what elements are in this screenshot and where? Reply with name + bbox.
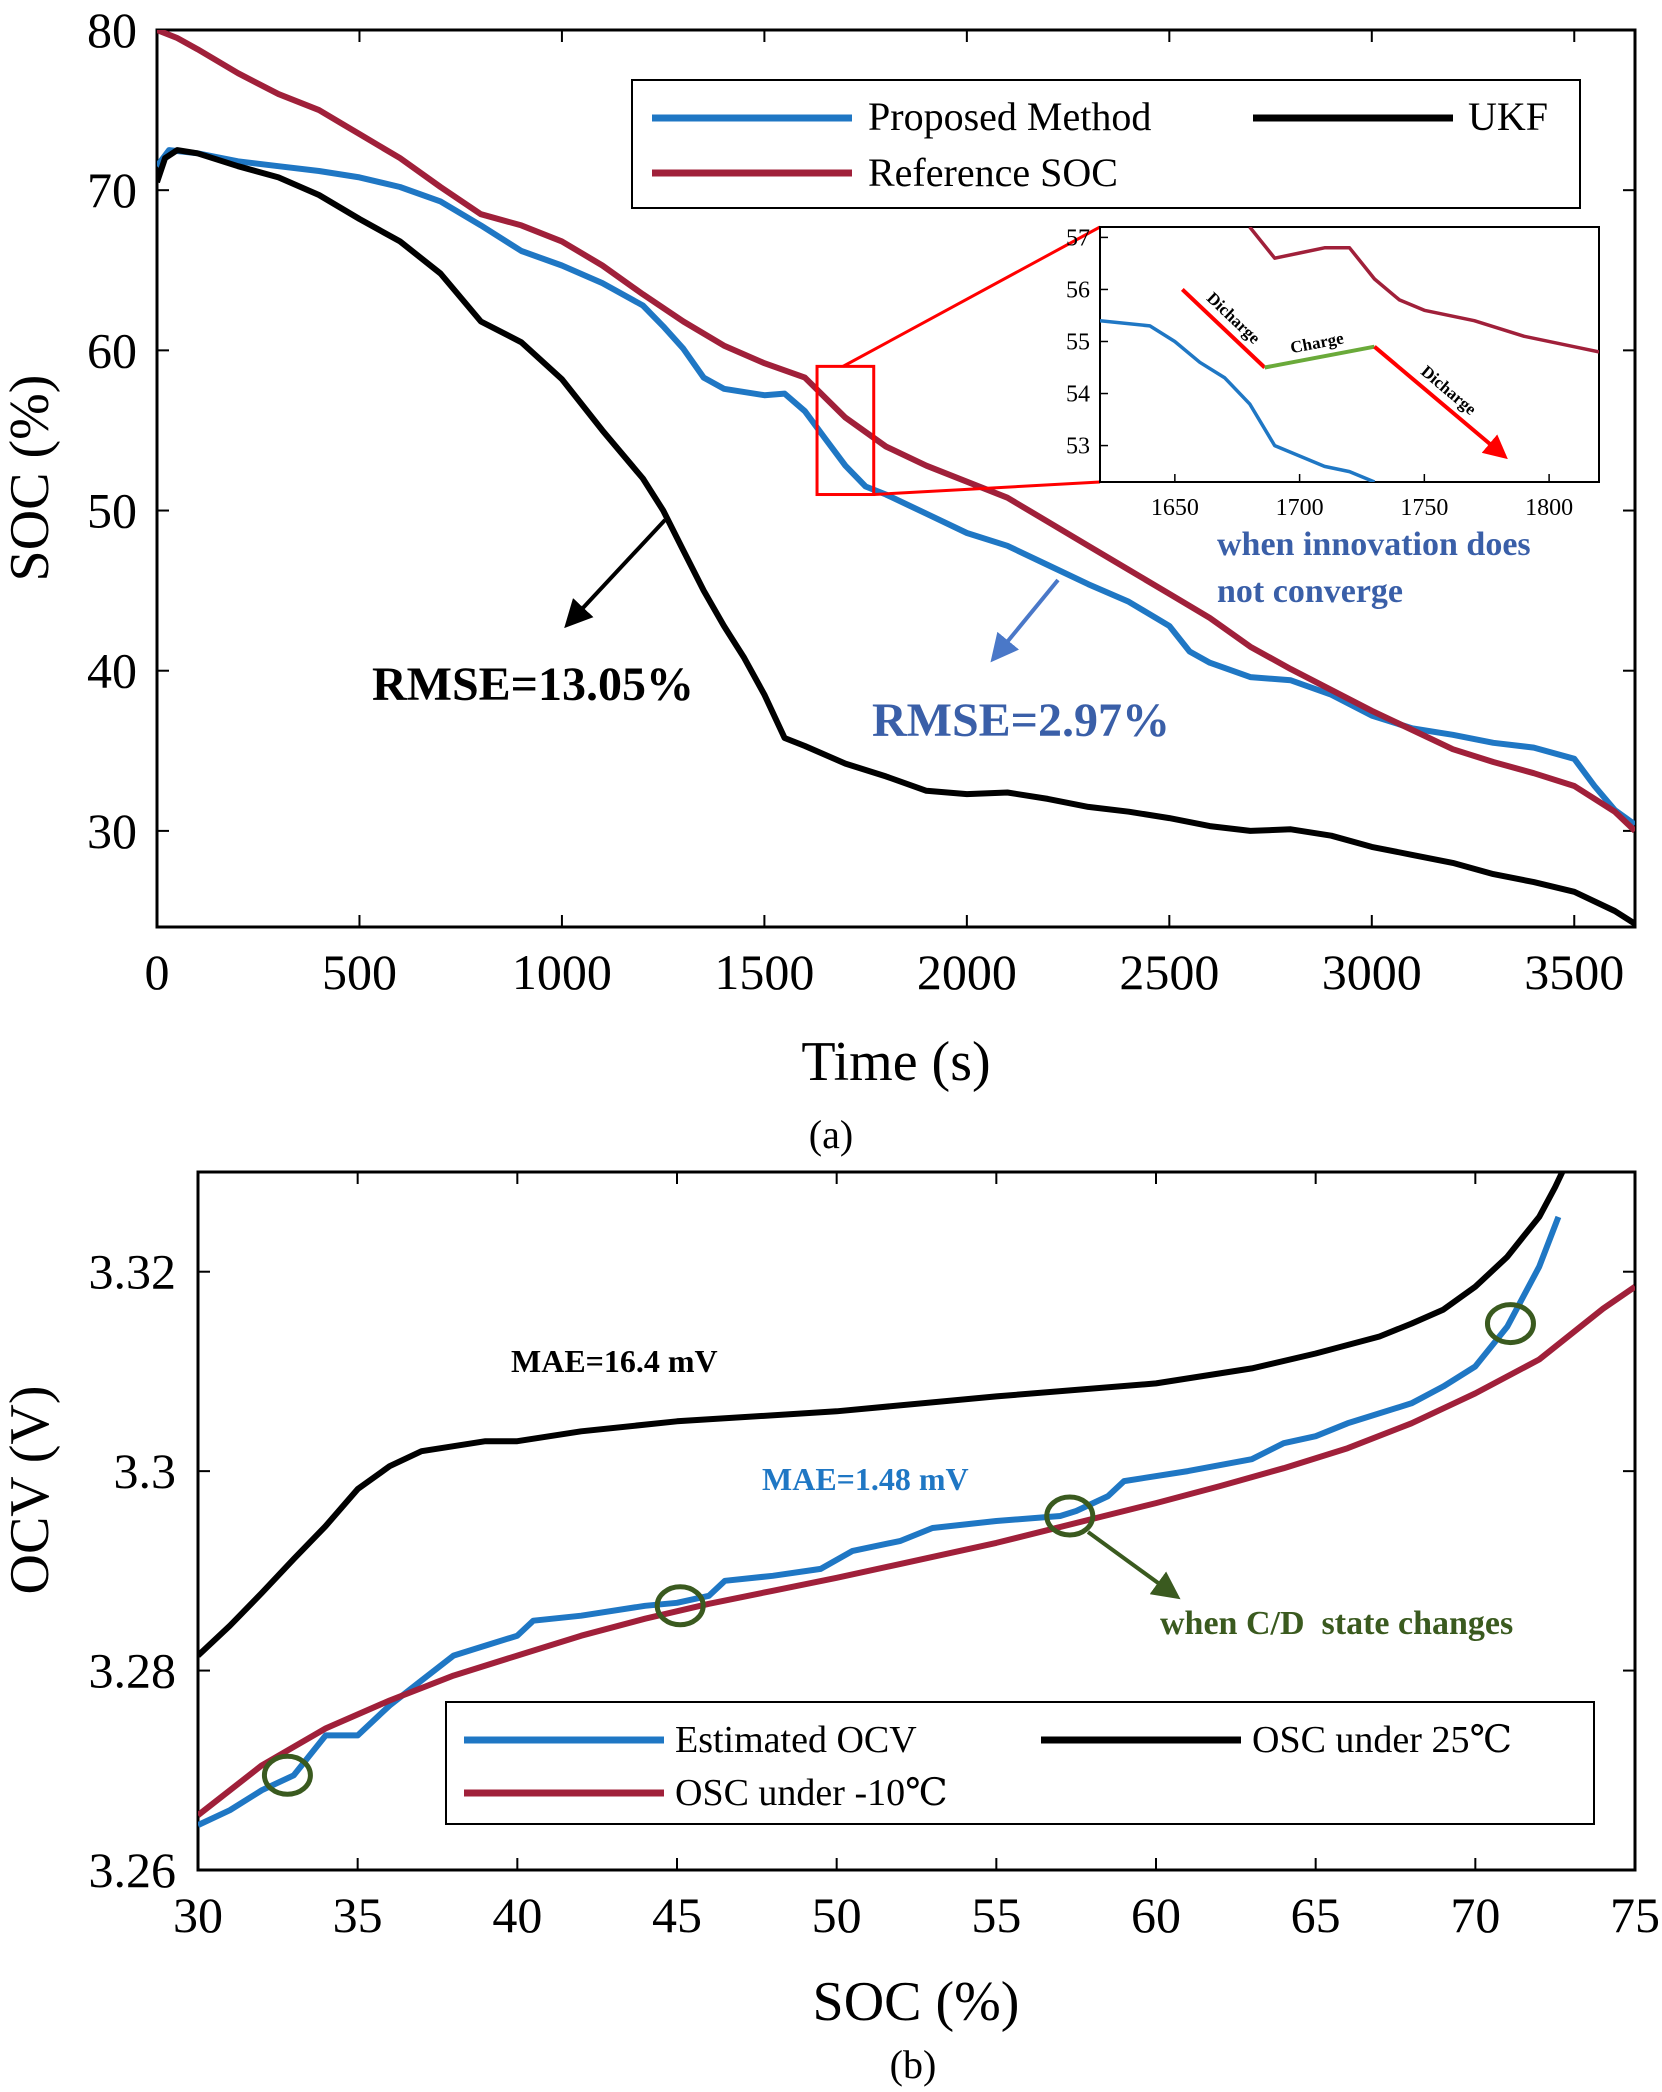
inset-series — [1100, 227, 1599, 482]
annotation-innovation-line1: when innovation does — [1217, 526, 1531, 563]
panel-b-markers — [261, 1302, 1536, 1797]
panel-b-xtick-label: 40 — [492, 1887, 542, 1943]
panel-a-xtick-label: 1500 — [714, 944, 814, 1000]
inset-ticks: 1650 1700 1750 1800 53 54 55 56 57 — [1066, 225, 1573, 521]
panel-a: 0 500 1000 1500 2000 2500 3000 3500 30 40 50 60 70 80… — [0, 2, 1637, 1157]
panel-b-xtick-label: 70 — [1450, 1887, 1500, 1943]
panel-a-xlabel: Time (s) — [801, 1031, 990, 1093]
legend-b-label-25c: OSC under 25℃ — [1252, 1719, 1512, 1761]
panel-b-xtick-label: 65 — [1291, 1887, 1341, 1943]
inset-xtick-label: 1750 — [1400, 495, 1448, 521]
inset-arrow-dicharge-2 — [1373, 345, 1508, 460]
state-change-marker — [654, 1584, 706, 1628]
series-a-ukf — [157, 147, 1635, 927]
panel-b-plot-frame — [196, 1170, 1637, 1872]
panel-a-plot-frame — [155, 28, 1637, 929]
panel-a-ticks: 0 500 1000 1500 2000 2500 3000 3500 30 40 50 60 70 80 — [87, 2, 1635, 1000]
panel-a-xtick-label: 3000 — [1322, 944, 1422, 1000]
panel-a-ytick-label: 50 — [87, 483, 137, 539]
inset-series-reference-soc — [1248, 227, 1599, 354]
panel-b-xtick-label: 45 — [652, 1887, 702, 1943]
annotation-cd-state: when C/D state changes — [1160, 1605, 1513, 1642]
legend-b-label-minus10c: OSC under -10℃ — [675, 1772, 948, 1814]
legend-b-label-estimated: Estimated OCV — [675, 1719, 917, 1761]
annotation-rmse-proposed: RMSE=2.97% — [872, 694, 1170, 747]
series-b-osc-under-25 — [198, 1172, 1566, 1658]
panel-a-caption: (a) — [809, 1112, 853, 1157]
state-change-marker — [1484, 1302, 1536, 1346]
legend-a-label-reference: Reference SOC — [868, 150, 1118, 195]
inset-ytick-label: 57 — [1066, 225, 1090, 251]
panel-a-ytick-label: 40 — [87, 643, 137, 699]
panel-b-xtick-label: 30 — [173, 1887, 223, 1943]
series-b-osc-under-10 — [198, 1284, 1635, 1818]
annotation-rmse-ukf: RMSE=13.05% — [372, 658, 694, 711]
legend-panel-b: Estimated OCV OSC under 25℃ OSC under -1… — [445, 1701, 1595, 1825]
panel-a-xtick-label: 500 — [322, 944, 397, 1000]
panel-a-ytick-label: 60 — [87, 322, 137, 378]
arrow-proposed-rmse — [990, 578, 1060, 663]
annotation-mae-ukf: MAE=16.4 mV — [511, 1343, 718, 1379]
panel-b-ytick-label: 3.3 — [114, 1443, 177, 1499]
arrow-cd-state-change — [1086, 1530, 1181, 1600]
inset-xtick-label: 1700 — [1276, 495, 1324, 521]
panel-b-ylabel: OCV (V) — [0, 1386, 61, 1595]
panel-b-ytick-label: 3.26 — [89, 1842, 177, 1898]
panel-b-xtick-label: 75 — [1610, 1887, 1660, 1943]
panel-a-ytick-label: 80 — [87, 2, 137, 58]
panel-a-ylabel: SOC (%) — [0, 375, 61, 582]
legend-a-box — [631, 79, 1581, 209]
series-a-reference-soc — [157, 30, 1635, 834]
arrow-ukf-rmse — [564, 518, 667, 629]
inset-ytick-label: 55 — [1066, 329, 1090, 355]
inset-series-proposed-method — [1100, 318, 1376, 482]
panel-a-xtick-label: 3500 — [1524, 944, 1624, 1000]
panel-b-ytick-label: 3.28 — [89, 1643, 177, 1699]
inset-arrow-charge-1 — [1264, 344, 1375, 370]
inset-ytick-label: 53 — [1066, 434, 1090, 460]
inset-frame — [1099, 226, 1600, 483]
panel-a-ytick-label: 70 — [87, 162, 137, 218]
annotation-mae-proposed: MAE=1.48 mV — [762, 1461, 969, 1497]
panel-b-series — [198, 1172, 1635, 1828]
state-change-marker — [1044, 1494, 1096, 1538]
panel-a-series — [157, 30, 1635, 927]
legend-a-label-proposed: Proposed Method — [868, 94, 1151, 139]
legend-b-box — [445, 1701, 1595, 1825]
panel-b-xtick-label: 50 — [812, 1887, 862, 1943]
inset-zoom-plot: 1650 1700 1750 1800 53 54 55 56 57 Dicharge Charg… — [1066, 225, 1600, 521]
panel-b-xtick-label: 60 — [1131, 1887, 1181, 1943]
inset-arrow-dicharge-0 — [1180, 287, 1267, 369]
zoom-connector-top — [842, 225, 1101, 368]
annotation-innovation-line2: not converge — [1217, 573, 1403, 610]
panel-b-xlabel: SOC (%) — [813, 1971, 1020, 2033]
panel-a-xtick-label: 0 — [145, 944, 170, 1000]
zoom-connector-bottom — [873, 480, 1101, 497]
state-change-marker — [261, 1753, 313, 1797]
panel-b: 30 35 40 45 50 55 60 65 70 75 3.26 3.28 3.3 3.32 MAE=… — [0, 1170, 1660, 2087]
inset-xtick-label: 1650 — [1151, 495, 1199, 521]
panel-b-xtick-label: 55 — [971, 1887, 1021, 1943]
panel-a-xtick-label: 1000 — [512, 944, 612, 1000]
inset-ytick-label: 54 — [1066, 382, 1090, 408]
panel-b-ticks: 30 35 40 45 50 55 60 65 70 75 3.26 3.28 3.3 3.32 — [89, 1172, 1660, 1943]
inset-ytick-label: 56 — [1066, 277, 1090, 303]
panel-a-xtick-label: 2500 — [1119, 944, 1219, 1000]
legend-panel-a: Proposed Method UKF Reference SOC — [631, 79, 1581, 209]
panel-b-ytick-label: 3.32 — [89, 1244, 177, 1300]
legend-a-label-ukf: UKF — [1468, 94, 1548, 139]
panel-b-xtick-label: 35 — [333, 1887, 383, 1943]
panel-a-ytick-label: 30 — [87, 803, 137, 859]
panel-b-caption: (b) — [890, 2042, 937, 2087]
panel-a-xtick-label: 2000 — [917, 944, 1017, 1000]
inset-xtick-label: 1800 — [1525, 495, 1573, 521]
